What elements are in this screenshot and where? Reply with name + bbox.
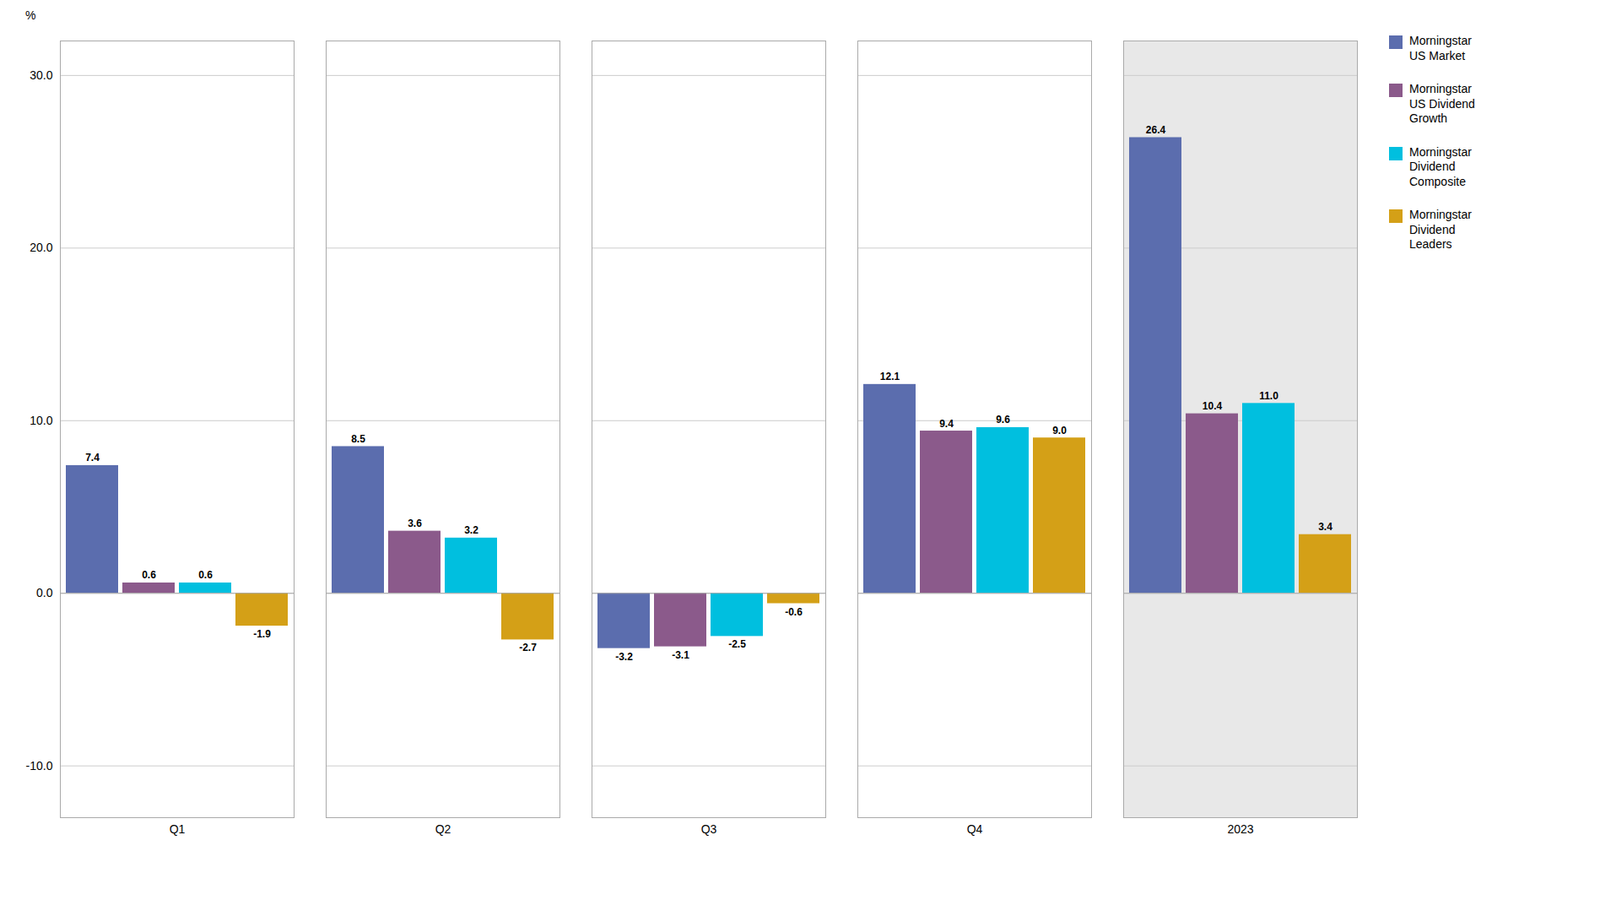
svg-text:-10.0: -10.0 bbox=[26, 758, 54, 773]
svg-text:3.6: 3.6 bbox=[407, 517, 422, 530]
svg-text:0.0: 0.0 bbox=[36, 585, 54, 600]
svg-text:9.6: 9.6 bbox=[995, 413, 1011, 426]
svg-text:-1.9: -1.9 bbox=[253, 627, 271, 640]
html-text:Morningstar US Dividend Growth: Morningstar US Dividend Growth bbox=[1409, 81, 1475, 125]
html-text:Morningstar Dividend Leaders: Morningstar Dividend Leaders bbox=[1409, 207, 1472, 251]
svg-text:9.0: 9.0 bbox=[1052, 424, 1067, 437]
svg-text:3.4: 3.4 bbox=[1318, 520, 1333, 533]
svg-text:Q2: Q2 bbox=[435, 821, 452, 836]
svg-text:2023: 2023 bbox=[1227, 821, 1254, 836]
svg-text:0.6: 0.6 bbox=[198, 568, 213, 581]
svg-text:10.4: 10.4 bbox=[1202, 400, 1223, 412]
svg-text:26.4: 26.4 bbox=[1145, 124, 1167, 136]
svg-text:-3.2: -3.2 bbox=[615, 650, 633, 663]
svg-text:9.4: 9.4 bbox=[939, 417, 954, 430]
svg-text:30.0: 30.0 bbox=[29, 68, 53, 82]
svg-text:11.0: 11.0 bbox=[1259, 389, 1279, 402]
svg-text:Q4: Q4 bbox=[967, 821, 984, 836]
svg-text:10.0: 10.0 bbox=[29, 413, 53, 428]
svg-text:-3.1: -3.1 bbox=[671, 648, 690, 661]
html-text:Morningstar Dividend Composite: Morningstar Dividend Composite bbox=[1409, 144, 1472, 188]
svg-text:7.4: 7.4 bbox=[85, 451, 100, 464]
svg-text:Q1: Q1 bbox=[169, 821, 186, 836]
svg-text:3.2: 3.2 bbox=[464, 524, 479, 536]
svg-text:-2.5: -2.5 bbox=[728, 637, 746, 650]
svg-text:0.6: 0.6 bbox=[141, 568, 157, 581]
svg-text:8.5: 8.5 bbox=[351, 432, 366, 445]
svg-text:-2.7: -2.7 bbox=[518, 641, 537, 654]
svg-text:-0.6: -0.6 bbox=[784, 605, 803, 618]
svg-text:20.0: 20.0 bbox=[29, 240, 53, 255]
svg-text:12.1: 12.1 bbox=[880, 370, 901, 383]
html-text:Morningstar US Market: Morningstar US Market bbox=[1409, 33, 1472, 63]
svg-text:Q3: Q3 bbox=[701, 821, 718, 836]
